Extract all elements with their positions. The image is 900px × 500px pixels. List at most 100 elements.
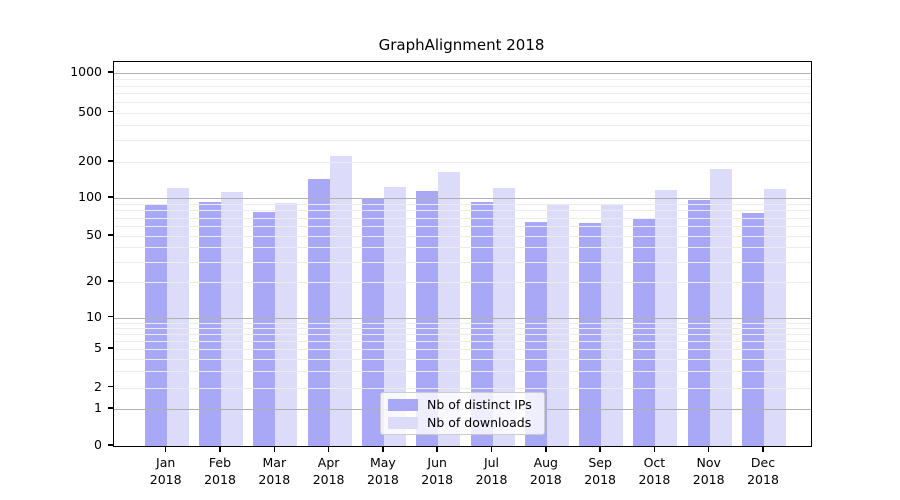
x-tick-label-jan: Jan 2018	[149, 455, 182, 487]
bar-distinct-ips-dec	[742, 213, 764, 446]
y-tick-label-0: 0	[94, 437, 102, 452]
bar-distinct-ips-jan	[144, 203, 167, 446]
x-tick-mark-dec	[762, 446, 764, 452]
gridline-minor-90	[114, 203, 811, 205]
x-tick-label-mar: Mar 2018	[258, 455, 291, 487]
bar-distinct-ips-apr	[307, 179, 330, 446]
x-tick-mark-jan	[164, 446, 167, 452]
gridline-minor-8	[114, 327, 811, 329]
gridline-minor-400	[114, 124, 811, 126]
gridline-minor-900	[114, 78, 811, 80]
bar-downloads-mar	[275, 202, 298, 446]
x-tick-mark-jun	[436, 446, 438, 452]
y-tick-label-500: 500	[78, 103, 102, 119]
legend-label-distinct-ips: Nb of distinct IPs	[427, 397, 532, 412]
x-tick-label-may: May 2018	[366, 455, 399, 487]
bar-distinct-ips-oct	[633, 217, 656, 446]
bar-downloads-sep	[601, 204, 624, 446]
x-tick-mark-mar	[273, 446, 276, 452]
y-tick-mark-20	[108, 280, 113, 282]
gridline-major-100	[114, 197, 811, 199]
gridline-minor-2	[114, 387, 811, 389]
y-tick-mark-500	[108, 110, 113, 113]
y-tick-mark-200	[108, 160, 113, 162]
x-tick-mark-jul	[490, 446, 493, 452]
y-tick-label-20: 20	[86, 273, 102, 288]
x-tick-mark-aug	[545, 446, 547, 452]
x-tick-mark-sep	[599, 446, 601, 452]
gridline-minor-40	[114, 247, 811, 249]
gridline-minor-800	[114, 85, 811, 87]
bars-layer	[114, 62, 811, 446]
y-tick-label-5: 5	[94, 340, 102, 356]
y-tick-mark-1	[108, 407, 113, 409]
y-tick-label-10: 10	[86, 308, 102, 324]
y-tick-mark-5	[108, 347, 113, 349]
gridlines-layer	[114, 62, 811, 446]
x-tick-label-dec: Dec 2018	[747, 455, 779, 487]
y-tick-label-100: 100	[78, 188, 102, 204]
legend-label-downloads: Nb of downloads	[427, 415, 532, 430]
legend-swatch-downloads	[388, 416, 418, 429]
x-tick-mark-feb	[219, 446, 221, 452]
bar-distinct-ips-nov	[687, 200, 710, 446]
gridline-minor-600	[114, 102, 811, 104]
legend-item-distinct-ips: Nb of distinct IPs	[381, 397, 544, 412]
gridline-minor-9	[114, 322, 811, 324]
x-tick-label-jun: Jun 2018	[421, 455, 454, 487]
gridline-minor-4	[114, 358, 811, 360]
x-tick-mark-apr	[327, 446, 330, 452]
y-tick-mark-50	[108, 234, 113, 236]
legend: Nb of distinct IPs Nb of downloads	[380, 392, 545, 435]
x-tick-mark-oct	[653, 446, 656, 452]
x-tick-label-oct: Oct 2018	[638, 455, 671, 487]
legend-item-downloads: Nb of downloads	[381, 415, 544, 430]
x-tick-label-apr: Apr 2018	[312, 455, 345, 487]
gridline-minor-7	[114, 333, 811, 335]
gridline-major-1000	[114, 72, 811, 74]
bar-downloads-apr	[329, 156, 352, 446]
y-tick-mark-10	[108, 315, 113, 318]
y-tick-label-200: 200	[78, 152, 102, 168]
x-tick-label-jul: Jul 2018	[475, 455, 508, 487]
legend-swatch-distinct-ips	[388, 398, 418, 411]
bar-downloads-aug	[546, 203, 569, 446]
gridline-minor-60	[114, 226, 811, 227]
gridline-minor-3	[114, 370, 811, 372]
chart-title: GraphAlignment 2018	[378, 36, 545, 54]
bar-distinct-ips-mar	[253, 211, 276, 446]
y-tick-label-1000: 1000	[70, 63, 102, 79]
bar-downloads-nov	[709, 168, 732, 446]
gridline-minor-20	[114, 282, 811, 283]
x-tick-label-aug: Aug 2018	[529, 455, 562, 487]
x-tick-mark-nov	[707, 446, 710, 452]
gridline-minor-50	[114, 236, 811, 237]
plot-area: Nb of distinct IPs Nb of downloads	[113, 61, 812, 447]
gridline-minor-300	[114, 140, 811, 142]
bar-downloads-feb	[221, 192, 243, 446]
gridline-minor-80	[114, 210, 811, 212]
bar-distinct-ips-sep	[579, 223, 602, 446]
bar-downloads-dec	[764, 189, 786, 446]
gridline-minor-6	[114, 340, 811, 342]
gridline-minor-700	[114, 93, 811, 95]
bar-downloads-oct	[655, 190, 678, 446]
x-tick-label-feb: Feb 2018	[204, 455, 236, 487]
gridline-minor-200	[114, 161, 811, 163]
bar-downloads-jan	[166, 188, 189, 446]
gridline-minor-70	[114, 217, 811, 219]
y-tick-mark-1000	[108, 71, 113, 73]
y-tick-mark-100	[108, 196, 113, 198]
gridline-minor-5	[114, 349, 811, 351]
y-tick-label-1: 1	[94, 399, 102, 415]
x-tick-label-nov: Nov 2018	[692, 455, 725, 487]
y-tick-mark-2	[108, 385, 113, 388]
gridline-minor-30	[114, 261, 811, 263]
gridline-major-10	[114, 317, 811, 319]
y-tick-mark-0	[108, 444, 113, 446]
x-tick-mark-may	[382, 446, 384, 452]
x-tick-label-sep: Sep 2018	[584, 455, 616, 487]
y-tick-label-50: 50	[86, 227, 102, 242]
y-tick-label-2: 2	[94, 378, 102, 394]
